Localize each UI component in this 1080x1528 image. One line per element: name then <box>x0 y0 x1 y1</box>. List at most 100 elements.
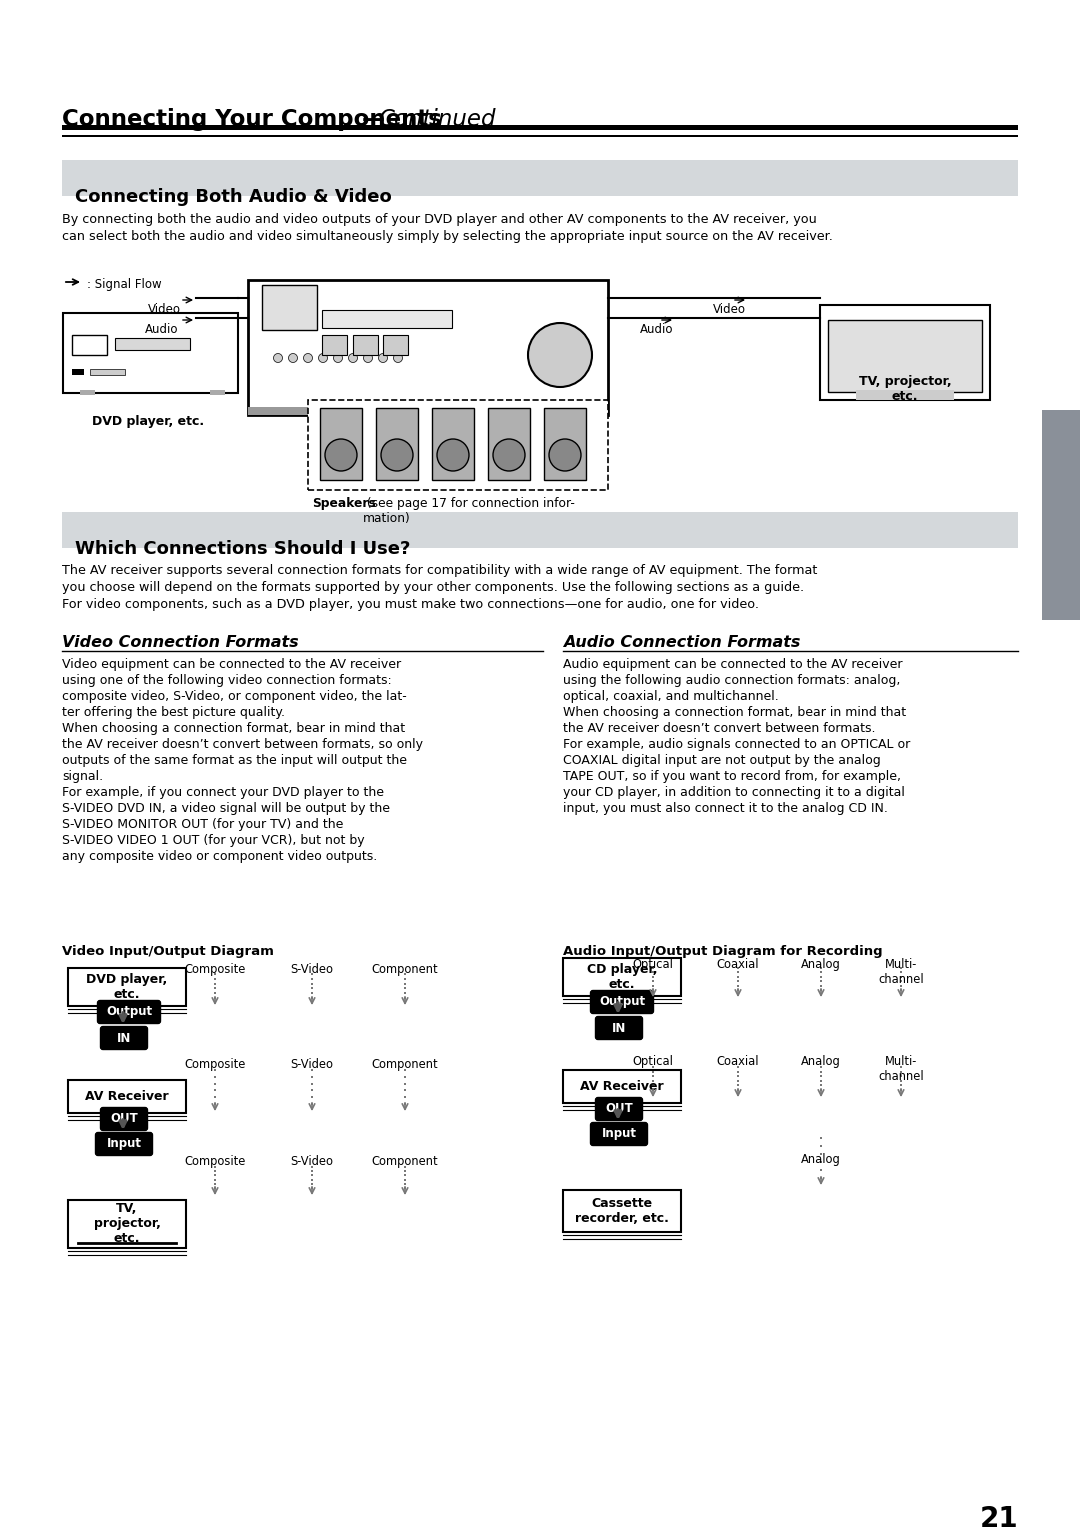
Text: Analog: Analog <box>801 1154 841 1166</box>
Text: you choose will depend on the formats supported by your other components. Use th: you choose will depend on the formats su… <box>62 581 805 594</box>
Text: Analog: Analog <box>801 958 841 970</box>
Bar <box>432 408 474 480</box>
Text: The AV receiver supports several connection formats for compatibility with a wid: The AV receiver supports several connect… <box>62 564 818 578</box>
Text: For video components, such as a DVD player, you must make two connections—one fo: For video components, such as a DVD play… <box>62 597 759 611</box>
Bar <box>322 335 347 354</box>
Bar <box>72 368 84 374</box>
Text: can select both the audio and video simultaneously simply by selecting the appro: can select both the audio and video simu… <box>62 231 833 243</box>
Text: 21: 21 <box>980 1505 1018 1528</box>
Bar <box>563 1070 681 1103</box>
Circle shape <box>273 353 283 362</box>
Text: When choosing a connection format, bear in mind that: When choosing a connection format, bear … <box>62 723 405 735</box>
Circle shape <box>334 353 342 362</box>
Bar <box>828 319 982 393</box>
Bar <box>308 400 608 490</box>
Text: Composite: Composite <box>185 1057 245 1071</box>
FancyBboxPatch shape <box>595 1016 643 1039</box>
Text: CD player,
etc.: CD player, etc. <box>586 963 658 992</box>
Text: outputs of the same format as the input will output the: outputs of the same format as the input … <box>62 753 407 767</box>
Bar <box>72 335 107 354</box>
Text: IN: IN <box>117 1031 131 1045</box>
Circle shape <box>381 439 413 471</box>
Text: Connecting Your Components: Connecting Your Components <box>62 108 442 131</box>
Text: Audio Connection Formats: Audio Connection Formats <box>563 636 800 649</box>
Text: DVD player, etc.: DVD player, etc. <box>92 416 204 428</box>
Text: the AV receiver doesn’t convert between formats.: the AV receiver doesn’t convert between … <box>563 723 876 735</box>
Text: any composite video or component video outputs.: any composite video or component video o… <box>62 850 377 863</box>
Bar <box>90 368 125 374</box>
Circle shape <box>378 353 388 362</box>
Text: Video: Video <box>713 303 746 316</box>
Text: Audio: Audio <box>640 322 674 336</box>
Text: Input: Input <box>107 1137 141 1151</box>
FancyBboxPatch shape <box>591 990 653 1013</box>
Text: Cassette
recorder, etc.: Cassette recorder, etc. <box>575 1196 669 1225</box>
Text: TAPE OUT, so if you want to record from, for example,: TAPE OUT, so if you want to record from,… <box>563 770 901 782</box>
Text: Component: Component <box>372 1155 438 1167</box>
FancyBboxPatch shape <box>595 1097 643 1120</box>
Text: signal.: signal. <box>62 770 103 782</box>
Text: Which Connections Should I Use?: Which Connections Should I Use? <box>75 539 410 558</box>
Text: composite video, S-Video, or component video, the lat-: composite video, S-Video, or component v… <box>62 691 407 703</box>
Text: For example, if you connect your DVD player to the: For example, if you connect your DVD pla… <box>62 785 384 799</box>
Circle shape <box>492 439 525 471</box>
Text: TV, projector,
etc.: TV, projector, etc. <box>859 374 951 403</box>
Text: input, you must also connect it to the analog CD IN.: input, you must also connect it to the a… <box>563 802 888 814</box>
Bar <box>248 280 608 416</box>
Text: S-VIDEO VIDEO 1 OUT (for your VCR), but not by: S-VIDEO VIDEO 1 OUT (for your VCR), but … <box>62 834 365 847</box>
Text: When choosing a connection format, bear in mind that: When choosing a connection format, bear … <box>563 706 906 720</box>
Circle shape <box>319 353 327 362</box>
Text: AV Receiver: AV Receiver <box>580 1080 664 1093</box>
Bar <box>62 134 1018 138</box>
Text: optical, coaxial, and multichannel.: optical, coaxial, and multichannel. <box>563 691 779 703</box>
Bar <box>563 1190 681 1232</box>
Text: Analog: Analog <box>801 1054 841 1068</box>
Circle shape <box>364 353 373 362</box>
Text: Speakers: Speakers <box>312 497 376 510</box>
Text: S-VIDEO MONITOR OUT (for your TV) and the: S-VIDEO MONITOR OUT (for your TV) and th… <box>62 817 343 831</box>
Bar <box>353 335 378 354</box>
Text: Coaxial: Coaxial <box>717 958 759 970</box>
Text: ter offering the best picture quality.: ter offering the best picture quality. <box>62 706 285 720</box>
Circle shape <box>288 353 297 362</box>
Text: the AV receiver doesn’t convert between formats, so only: the AV receiver doesn’t convert between … <box>62 738 423 750</box>
Text: using the following audio connection formats: analog,: using the following audio connection for… <box>563 674 901 688</box>
Bar <box>820 306 990 400</box>
Bar <box>68 969 186 1005</box>
Text: S-Video: S-Video <box>291 1155 334 1167</box>
Text: Continued: Continued <box>378 108 496 131</box>
Bar <box>544 408 586 480</box>
Text: your CD player, in addition to connecting it to a digital: your CD player, in addition to connectin… <box>563 785 905 799</box>
Text: OUT: OUT <box>110 1112 138 1126</box>
Text: TV,
projector,
etc.: TV, projector, etc. <box>94 1203 161 1245</box>
Text: Optical: Optical <box>633 1054 674 1068</box>
Text: IN: IN <box>611 1022 626 1034</box>
Bar <box>68 1080 186 1112</box>
Bar <box>62 160 1018 196</box>
Text: Output: Output <box>106 1005 152 1019</box>
Bar <box>383 335 408 354</box>
Bar <box>488 408 530 480</box>
Bar <box>80 390 95 396</box>
Text: Audio: Audio <box>145 322 178 336</box>
Bar <box>856 390 954 400</box>
Text: Audio equipment can be connected to the AV receiver: Audio equipment can be connected to the … <box>563 659 903 671</box>
Text: Component: Component <box>372 963 438 976</box>
Bar <box>248 406 608 416</box>
Bar <box>210 390 225 396</box>
Circle shape <box>437 439 469 471</box>
FancyBboxPatch shape <box>95 1132 152 1155</box>
Text: Multi-
channel: Multi- channel <box>878 958 923 986</box>
Bar <box>563 958 681 996</box>
Text: Video Connection Formats: Video Connection Formats <box>62 636 299 649</box>
Bar <box>262 286 318 330</box>
Bar <box>63 313 238 393</box>
Text: Connecting Both Audio & Video: Connecting Both Audio & Video <box>75 188 392 206</box>
Circle shape <box>303 353 312 362</box>
Circle shape <box>528 322 592 387</box>
Bar <box>62 512 1018 549</box>
Text: Output: Output <box>599 996 645 1008</box>
Text: AV Receiver: AV Receiver <box>85 1089 168 1103</box>
Text: For example, audio signals connected to an OPTICAL or: For example, audio signals connected to … <box>563 738 910 750</box>
Text: S-VIDEO DVD IN, a video signal will be output by the: S-VIDEO DVD IN, a video signal will be o… <box>62 802 390 814</box>
